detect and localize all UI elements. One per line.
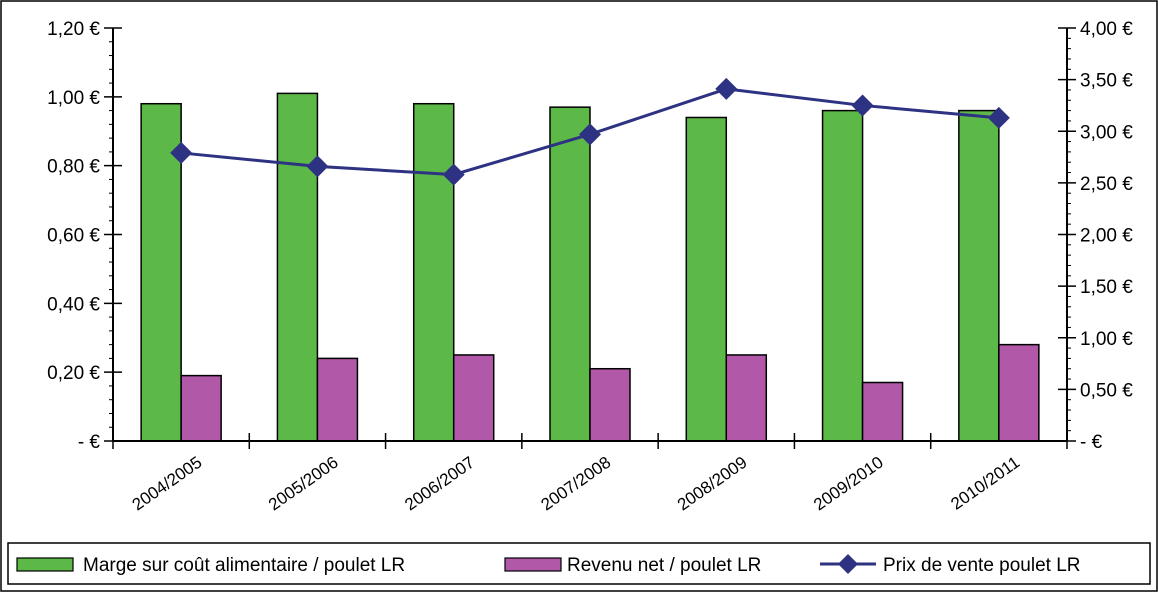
bar (452, 354, 495, 442)
left-tick-label: 1,20 € (47, 19, 100, 40)
bar (589, 367, 631, 442)
right-tick-label: 2,50 € (1080, 174, 1133, 195)
left-tick-label: 0,60 € (47, 226, 100, 247)
price-marker (170, 141, 193, 164)
legend-swatch-marge (16, 557, 74, 572)
legend-box (7, 542, 1151, 585)
bar (685, 116, 728, 442)
right-tick-label: 1,00 € (1080, 329, 1133, 350)
bar (316, 357, 359, 442)
bar (998, 343, 1040, 442)
legend-label-revenu: Revenu net / poulet LR (567, 555, 761, 576)
legend-label-marge: Marge sur coût alimentaire / poulet LR (83, 555, 405, 576)
right-tick-label: 1,50 € (1080, 277, 1133, 298)
left-tick-label: - € (78, 432, 101, 453)
price-marker (851, 94, 874, 117)
bar (276, 92, 319, 442)
bar (861, 381, 904, 442)
left-tick-label: 0,40 € (47, 294, 100, 315)
right-tick-label: - € (1080, 432, 1103, 453)
bar (180, 374, 222, 442)
left-tick-label: 1,00 € (47, 88, 100, 109)
legend-label-prix: Prix de vente poulet LR (883, 555, 1081, 576)
right-tick-label: 3,50 € (1080, 71, 1133, 92)
price-marker (579, 123, 601, 146)
legend-marker-prix (838, 554, 858, 574)
bar (412, 102, 455, 442)
bar (140, 102, 182, 442)
bar (958, 109, 1000, 442)
price-marker (306, 155, 329, 178)
price-marker (987, 106, 1010, 129)
bar (725, 354, 768, 442)
right-tick-label: 3,00 € (1080, 122, 1133, 143)
right-tick-label: 4,00 € (1080, 19, 1133, 40)
legend-swatch-revenu (504, 557, 562, 572)
left-tick-label: 0,80 € (47, 157, 100, 178)
right-tick-label: 2,00 € (1080, 226, 1133, 247)
price-marker (442, 163, 465, 186)
bar (821, 109, 864, 442)
left-tick-label: 0,20 € (47, 363, 100, 384)
price-marker (715, 77, 738, 100)
right-tick-label: 0,50 € (1080, 380, 1133, 401)
bar (549, 106, 591, 442)
